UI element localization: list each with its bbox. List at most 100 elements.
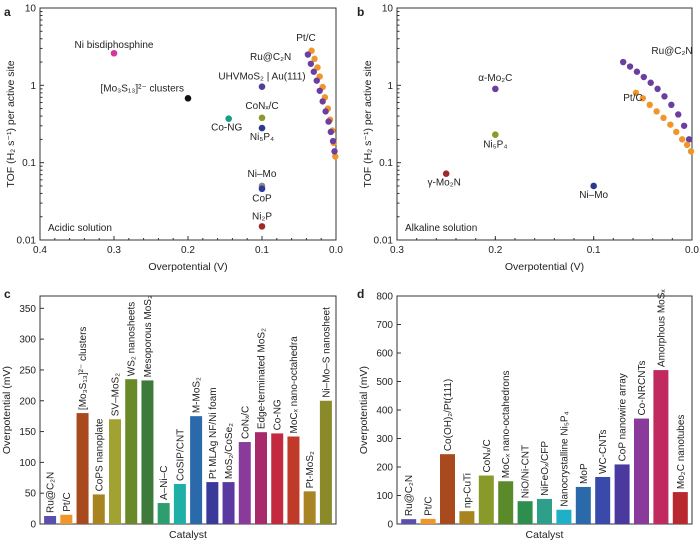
catalyst-bar <box>498 481 514 524</box>
catalyst-point <box>492 85 499 93</box>
series-point <box>331 148 338 155</box>
series-point <box>647 79 654 86</box>
catalyst-bar <box>303 491 316 524</box>
y-tick-label: 600 <box>376 349 393 360</box>
catalyst-bar <box>157 503 170 524</box>
plot-frame <box>396 7 693 241</box>
y-tick-label: 150 <box>19 427 36 438</box>
series-point <box>660 114 667 122</box>
x-tick-label: 0.2 <box>488 245 502 256</box>
y-tick-label: 0 <box>30 520 36 531</box>
catalyst-label: Ni–Mo <box>248 169 277 180</box>
catalyst-label: Ni₅P₄ <box>483 140 507 151</box>
catalyst-bar <box>141 380 154 524</box>
y-tick-label: 200 <box>376 463 393 474</box>
y-tick-label: 100 <box>19 458 36 469</box>
bar-category-label: CoP nanowire array <box>618 373 629 461</box>
series-point <box>654 85 661 93</box>
x-tick-label: 0.3 <box>107 245 121 256</box>
catalyst-bar <box>255 432 267 524</box>
bar-category-label: Amorphous MoSₓ <box>656 289 667 367</box>
catalyst-bar <box>517 501 533 524</box>
y-tick-label: 10 <box>382 4 394 15</box>
catalyst-label: γ-Mo₂N <box>428 178 461 189</box>
x-tick-label: 0.2 <box>181 245 195 256</box>
catalyst-bar <box>556 509 572 524</box>
catalyst-label: UHVMoS₂ | Au(111) <box>218 72 305 83</box>
x-tick-label: 0.4 <box>33 245 47 256</box>
bar-category-label: Pt-MoS₂ <box>305 451 316 488</box>
bar-category-label: MoCₓ nano-octahedrons <box>501 370 512 478</box>
panel-d: 0 100 200 300 400 500 600 700 800 Catalyst Overpot… <box>357 287 693 540</box>
condition-annotation: Alkaline solution <box>405 223 477 234</box>
y-tick-label: 700 <box>376 320 393 331</box>
catalyst-bar <box>60 514 73 524</box>
y-tick-label: 0.01 <box>17 236 37 247</box>
bar-category-label: Pt MLAg NF/Ni foam <box>208 387 219 479</box>
bar-category-label: Ni–Mo–S nanosheet <box>321 307 332 398</box>
panel-a: 0.4 0.3 0.2 0.1 0.0 0.01 0.1 1 10 Overpotential (… <box>4 4 343 274</box>
series-point <box>640 73 648 81</box>
panel-letter: d <box>357 287 364 301</box>
y-tick-label: 100 <box>376 491 393 502</box>
catalyst-bar <box>595 476 611 524</box>
series-point <box>619 58 627 66</box>
catalyst-point <box>258 223 266 230</box>
y-tick-label: 800 <box>376 292 393 303</box>
y-axis-label: TOF (H₂ s⁻¹) per active site <box>362 60 374 187</box>
bar-category-label: Pt/C <box>424 496 435 515</box>
catalyst-bar <box>287 436 300 524</box>
y-tick-label: 1 <box>30 81 36 92</box>
y-tick-label: 50 <box>25 489 37 500</box>
bar-category-label: Edge-terminated MoS₂ <box>257 328 268 429</box>
series-point <box>639 95 647 102</box>
catalyst-point <box>225 115 232 123</box>
bar-category-label: CoPS nanoplate <box>94 418 105 491</box>
x-axis-label: Catalyst <box>526 529 564 540</box>
bar-category-label: CoNₓ/C <box>482 439 493 472</box>
catalyst-point <box>590 182 597 190</box>
catalyst-point <box>492 131 499 138</box>
series-point <box>678 136 686 143</box>
bar-category-label: A–Ni–C <box>159 466 170 500</box>
catalyst-label: Ni–Mo <box>579 190 608 201</box>
y-tick-label: 0.1 <box>379 158 393 169</box>
series-point <box>325 118 332 125</box>
x-tick-label: 0.1 <box>255 245 269 256</box>
catalyst-point <box>258 185 266 193</box>
bar-category-label: Co-NG <box>273 399 284 430</box>
series-point <box>327 128 335 136</box>
bar-category-label: WS₂ nanosheets <box>127 302 138 376</box>
catalyst-label: Ni₅P₄ <box>250 132 274 143</box>
catalyst-bar <box>614 464 630 524</box>
y-tick-label: 0 <box>387 520 393 531</box>
bar-category-label: MoCₓ nano-octahedra <box>289 336 300 434</box>
series-label: Ru@C₂N <box>250 52 291 63</box>
bar-category-label: Mesoporous MoS₂ <box>143 295 154 377</box>
series-point <box>646 101 653 109</box>
catalyst-label: α-Mo₂C <box>478 73 512 84</box>
series-point <box>667 121 674 128</box>
catalyst-bar <box>173 483 186 524</box>
x-tick-label: 0.0 <box>329 245 343 256</box>
series-label: Ru@C₂N <box>651 46 692 57</box>
y-tick-label: 400 <box>376 406 393 417</box>
catalyst-point <box>258 83 266 91</box>
panel-letter: a <box>4 5 11 19</box>
x-axis-label: Catalyst <box>169 529 207 540</box>
catalyst-point <box>258 114 266 122</box>
catalyst-bar <box>420 518 436 524</box>
catalyst-bar <box>653 370 669 524</box>
series-point <box>680 122 688 129</box>
series-point <box>307 60 315 67</box>
catalyst-point <box>258 124 266 132</box>
series-point <box>314 64 321 71</box>
y-tick-label: 300 <box>19 335 36 346</box>
panel-b: 0.3 0.2 0.1 0.0 0.01 0.1 1 10 Overpotential (V) T… <box>357 4 699 274</box>
series-point <box>683 141 691 149</box>
bar-category-label: NiO/Ni-CNT <box>521 445 532 498</box>
series-point <box>319 98 326 105</box>
series-point <box>673 128 680 136</box>
bar-category-label: WC-CNTs <box>598 430 609 474</box>
